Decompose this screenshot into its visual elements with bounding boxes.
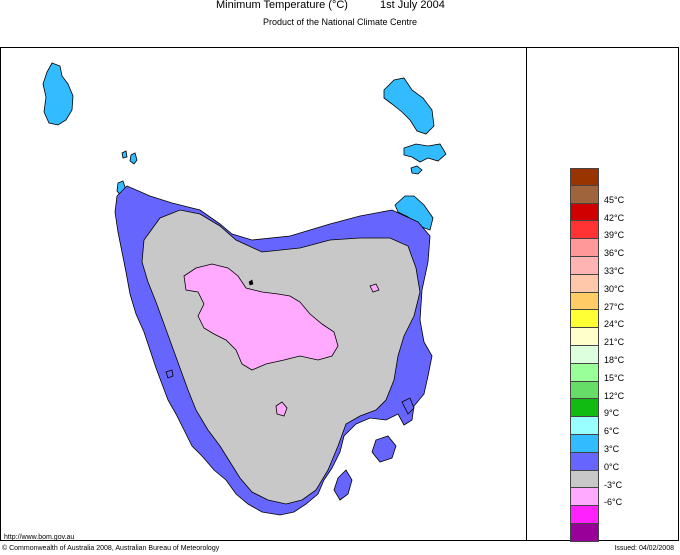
king-island (42, 62, 74, 126)
legend-row: 9°C (570, 399, 658, 419)
small-island (129, 152, 138, 165)
legend-label: 3°C (604, 443, 620, 454)
flinders-island (383, 77, 435, 135)
legend-row: -3°C (570, 470, 658, 490)
legend-swatch (570, 434, 599, 453)
legend-row (570, 523, 658, 542)
map-subtitle: Product of the National Climate Centre (262, 17, 418, 27)
legend-row: 15°C (570, 363, 658, 383)
legend-label: 21°C (604, 337, 625, 348)
legend-swatch (570, 345, 599, 364)
band-below-0-spot (248, 279, 254, 286)
northeast-patch (394, 195, 434, 231)
legend-label: 30°C (604, 283, 625, 294)
legend-swatch (570, 185, 599, 204)
legend-row: 6°C (570, 417, 658, 437)
legend-row: 42°C (570, 203, 658, 223)
temperature-legend: 45°C 42°C 39°C 36°C 33°C 30°C 27°C 24°C 21°C 18°C… (570, 168, 658, 542)
legend-swatch (570, 470, 599, 489)
legend-divider (526, 47, 527, 541)
legend-row: 24°C (570, 310, 658, 330)
band-below-0-spot (275, 401, 288, 417)
map-title: Minimum Temperature (°C) 1st July 2004 (0, 0, 680, 14)
source-url: http://www.bom.gov.au (4, 534, 75, 541)
legend-label: 27°C (604, 301, 625, 312)
legend-swatch (570, 203, 599, 222)
legend-swatch (570, 292, 599, 311)
legend-row: 27°C (570, 292, 658, 312)
legend-label: 39°C (604, 230, 625, 241)
legend-label: 36°C (604, 248, 625, 259)
legend-swatch (570, 488, 599, 507)
legend-swatch (570, 452, 599, 471)
legend-row (570, 506, 658, 524)
legend-row: 36°C (570, 239, 658, 259)
legend-label: 9°C (604, 408, 620, 419)
legend-swatch (570, 274, 599, 293)
cape-barren-island (403, 143, 447, 163)
legend-label: -6°C (604, 497, 623, 508)
legend-label: 12°C (604, 390, 625, 401)
issued-date: Issued: 04/02/2008 (614, 545, 674, 552)
legend-row: 3°C (570, 434, 658, 454)
legend-label: 18°C (604, 354, 625, 365)
legend-swatch (570, 310, 599, 329)
tasman-peninsula (371, 435, 397, 463)
legend-label: 24°C (604, 319, 625, 330)
legend-row: 12°C (570, 381, 658, 401)
legend-swatch (570, 381, 599, 400)
small-island (121, 150, 128, 159)
legend-swatch (570, 363, 599, 382)
title-date: 1st July 2004 (380, 0, 445, 11)
legend-row: 30°C (570, 274, 658, 294)
legend-swatch (570, 256, 599, 275)
legend-label: -3°C (604, 479, 623, 490)
maria-island (401, 397, 415, 415)
legend-row: 39°C (570, 221, 658, 241)
legend-row: -6°C (570, 488, 658, 508)
map-frame (0, 47, 679, 541)
legend-swatch (570, 417, 599, 435)
legend-row: 0°C (570, 452, 658, 472)
legend-label: 33°C (604, 265, 625, 276)
legend-label: 42°C (604, 212, 625, 223)
legend-swatch (570, 523, 599, 542)
legend-swatch (570, 168, 599, 186)
legend-swatch (570, 221, 599, 240)
legend-row: 18°C (570, 345, 658, 365)
legend-label: 0°C (604, 461, 620, 472)
copyright-notice: © Commonwealth of Australia 2008, Austra… (2, 545, 220, 552)
legend-label: 6°C (604, 426, 620, 437)
legend-swatch (570, 328, 599, 346)
legend-row: 33°C (570, 256, 658, 276)
band-below-0-spot (369, 283, 380, 293)
small-island (410, 165, 423, 175)
legend-row: 21°C (570, 328, 658, 348)
legend-row: 45°C (570, 185, 658, 205)
legend-swatch (570, 506, 599, 524)
bruny-island (333, 469, 353, 501)
legend-swatch (570, 239, 599, 257)
band-below-0 (183, 263, 339, 371)
legend-swatch (570, 399, 599, 418)
legend-label: 15°C (604, 372, 625, 383)
small-island (165, 369, 174, 379)
legend-row (570, 168, 658, 186)
legend-label: 45°C (604, 194, 625, 205)
title-text: Minimum Temperature (°C) (216, 0, 348, 11)
